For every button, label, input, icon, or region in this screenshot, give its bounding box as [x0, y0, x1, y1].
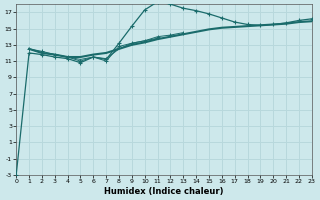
X-axis label: Humidex (Indice chaleur): Humidex (Indice chaleur): [104, 187, 224, 196]
